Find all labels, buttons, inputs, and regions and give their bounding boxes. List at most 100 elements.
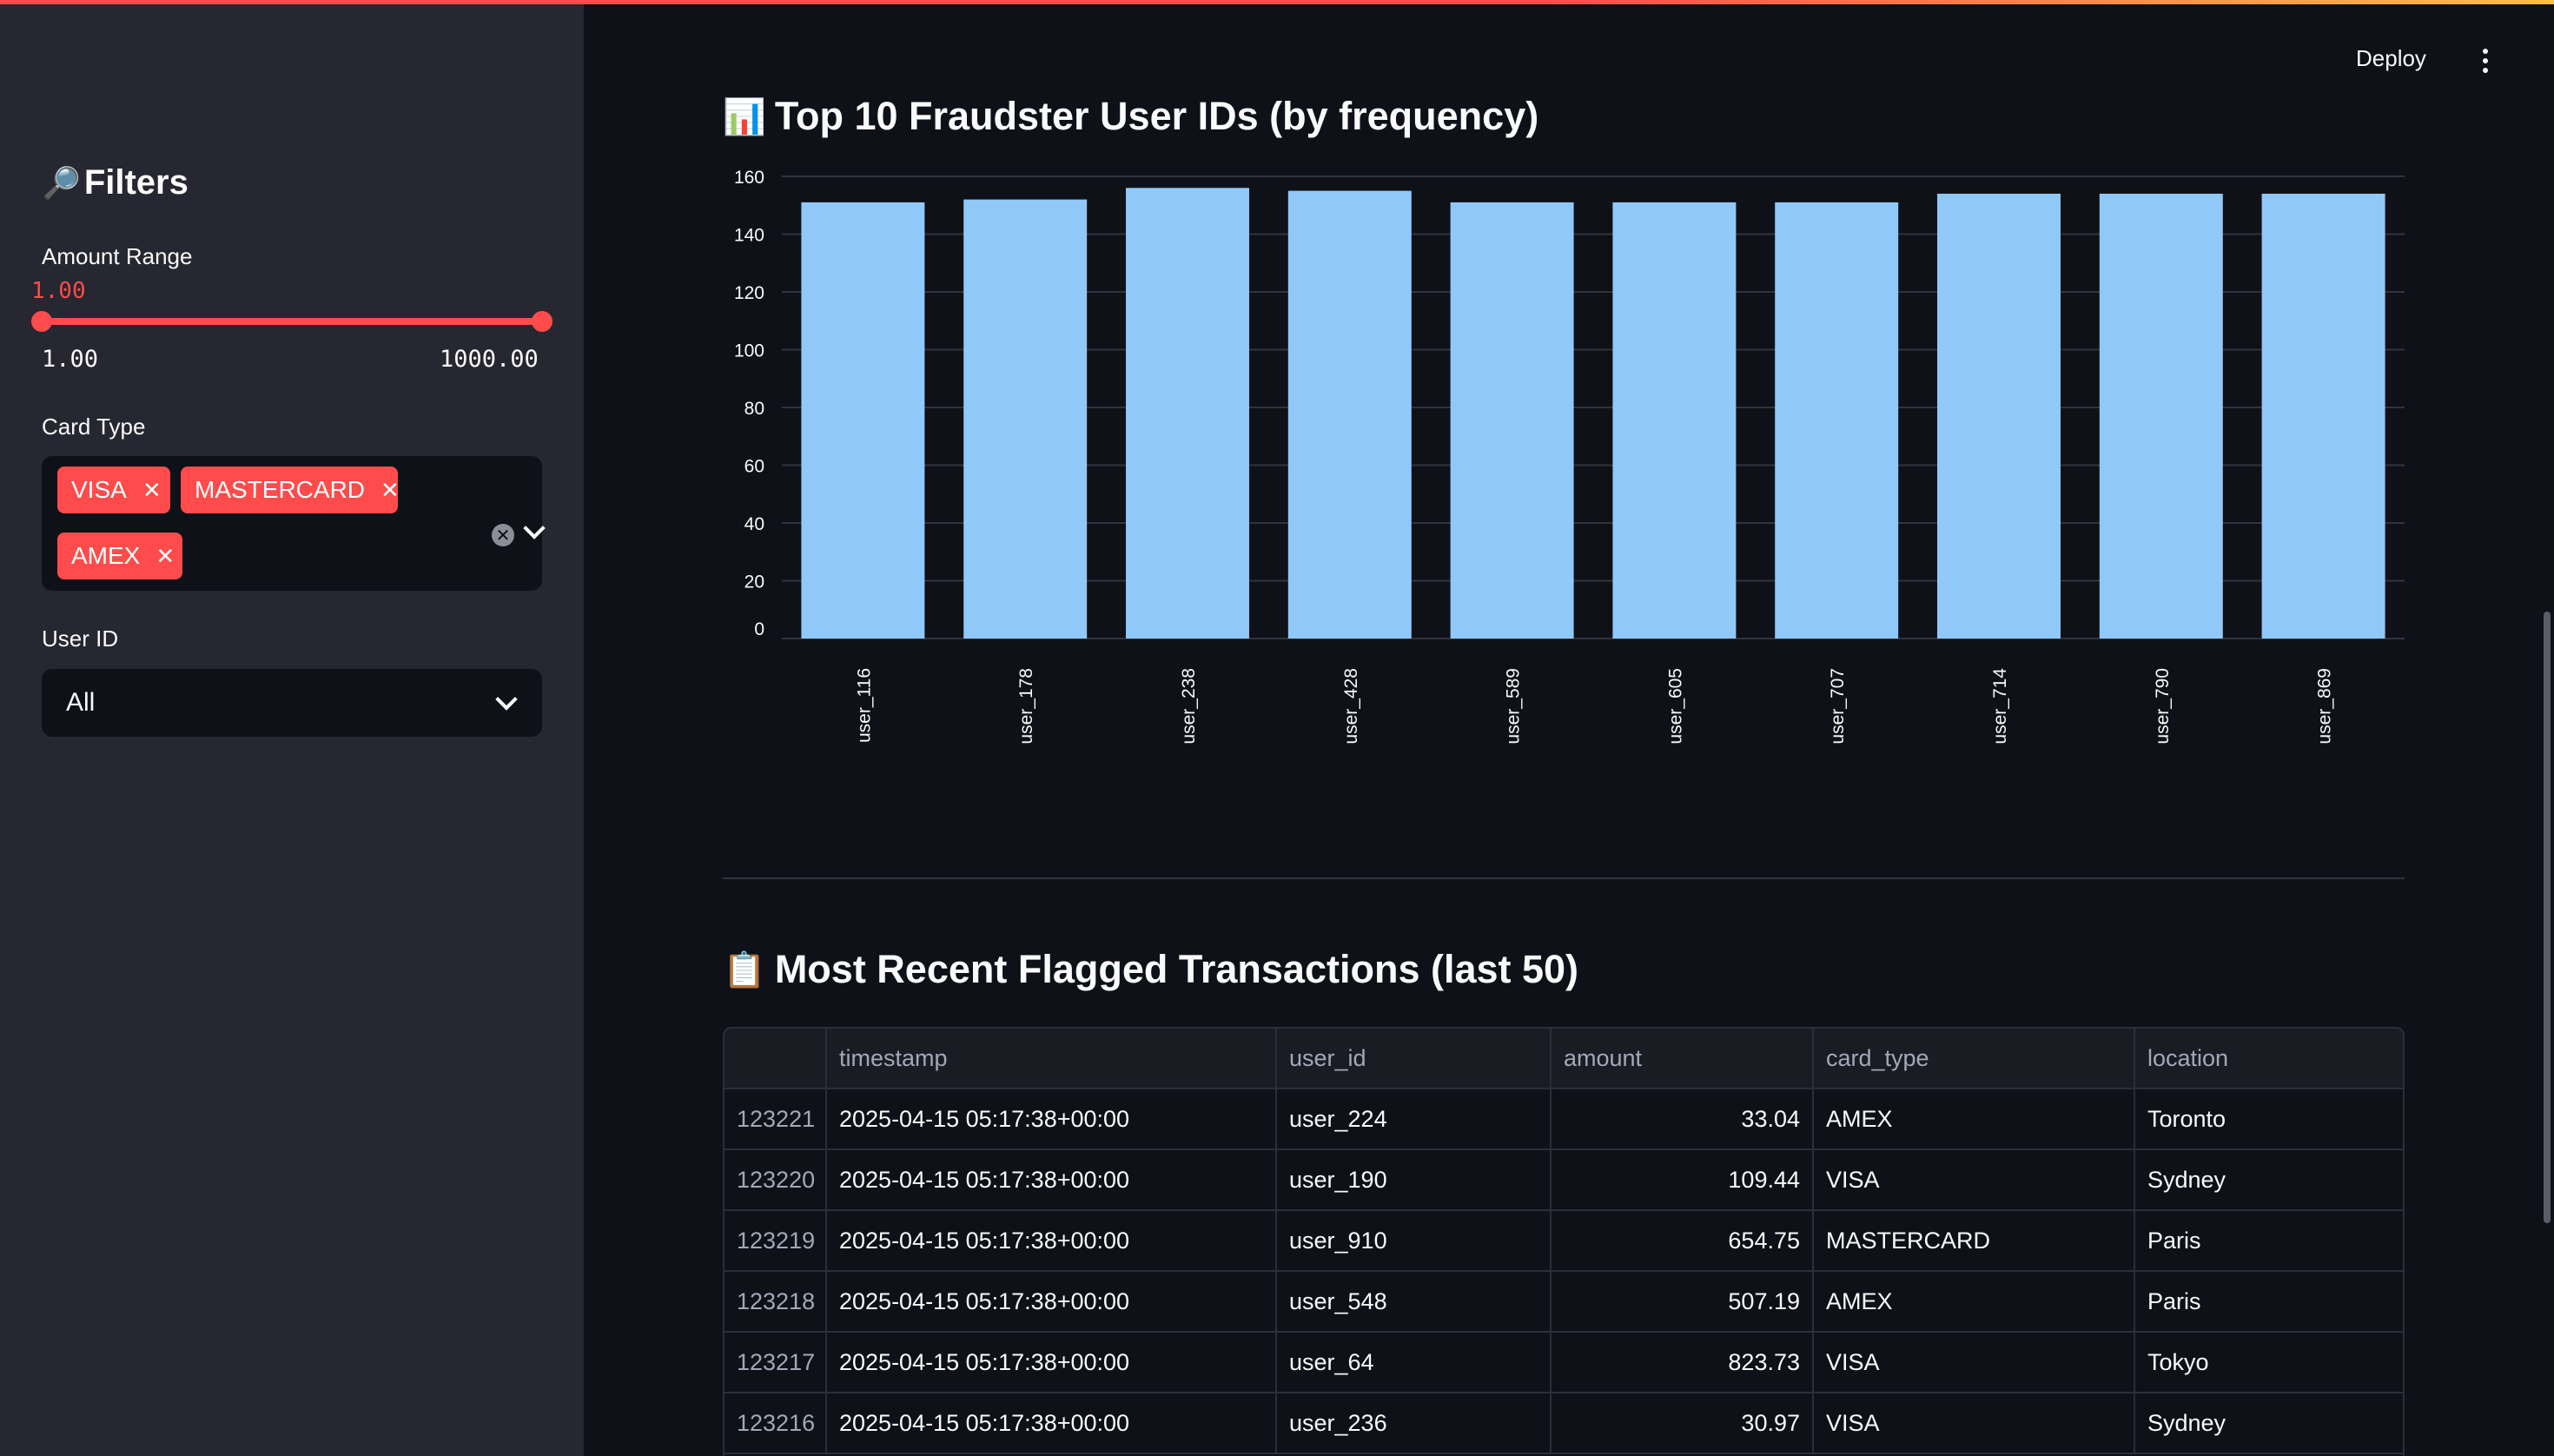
remove-tag-icon[interactable]: ✕: [142, 476, 162, 503]
slider-min-label: 1.00: [42, 346, 99, 373]
deploy-button[interactable]: Deploy: [2356, 45, 2426, 71]
row-index: 123221: [725, 1089, 827, 1150]
tag-mastercard[interactable]: MASTERCARD ✕: [181, 467, 400, 513]
x-tick-label: user_116: [854, 668, 874, 743]
amount-cell[interactable]: 654.75: [1552, 1211, 1814, 1272]
y-tick-label: 160: [734, 168, 764, 188]
remove-tag-icon[interactable]: ✕: [155, 542, 175, 569]
user-id-select[interactable]: All: [42, 669, 542, 737]
chart: 0 20 40 60 80 100 120 140 160 user_116 user_178 use…: [712, 161, 2450, 769]
amount-cell[interactable]: 33.04: [1552, 1089, 1814, 1150]
y-tick-label: 0: [754, 619, 764, 639]
timestamp-cell[interactable]: 2025-04-15 05:17:38+00:00: [827, 1333, 1277, 1393]
table-row[interactable]: 123216 2025-04-15 05:17:38+00:00 user_23…: [725, 1393, 2403, 1454]
card-type-label: Card Type: [42, 414, 146, 440]
user-id-cell[interactable]: user_224: [1277, 1089, 1552, 1150]
x-tick-label: user_238: [1179, 668, 1199, 745]
table-header-row: timestamp user_id amount card_type locat…: [725, 1029, 2403, 1089]
column-header[interactable]: amount: [1552, 1029, 1814, 1089]
table-row[interactable]: 123218 2025-04-15 05:17:38+00:00 user_54…: [725, 1272, 2403, 1333]
tag-label: MASTERCARD: [195, 476, 366, 503]
row-index: 123219: [725, 1211, 827, 1272]
location-cell[interactable]: Paris: [2147, 1228, 2201, 1254]
y-tick-label: 20: [744, 572, 764, 592]
sidebar-title: 🔎 Filters: [42, 163, 189, 202]
slider-max-label: 1000.00: [440, 346, 539, 373]
y-tick-label: 140: [734, 226, 764, 246]
slider-max-handle[interactable]: [532, 311, 552, 332]
amount-cell[interactable]: 30.97: [1552, 1393, 1814, 1454]
table-row[interactable]: 123221 2025-04-15 05:17:38+00:00 user_22…: [725, 1089, 2403, 1150]
location-cell[interactable]: Paris: [2147, 1288, 2201, 1314]
clear-all-icon[interactable]: ✕: [492, 524, 514, 546]
column-header[interactable]: timestamp: [827, 1029, 1277, 1089]
table-row[interactable]: 123220 2025-04-15 05:17:38+00:00 user_19…: [725, 1150, 2403, 1211]
chevron-down-icon[interactable]: [523, 517, 546, 539]
timestamp-cell[interactable]: 2025-04-15 05:17:38+00:00: [827, 1150, 1277, 1211]
table-row[interactable]: 123219 2025-04-15 05:17:38+00:00 user_91…: [725, 1211, 2403, 1272]
user-id-cell[interactable]: user_236: [1277, 1393, 1552, 1454]
top-accent-bar: [0, 0, 2554, 4]
timestamp-cell[interactable]: 2025-04-15 05:17:38+00:00: [827, 1089, 1277, 1150]
card-type-cell[interactable]: AMEX: [1814, 1089, 2135, 1150]
user-id-cell[interactable]: user_548: [1277, 1272, 1552, 1333]
column-header[interactable]: location: [2147, 1045, 2229, 1071]
column-header[interactable]: user_id: [1277, 1029, 1552, 1089]
user-id-cell[interactable]: user_910: [1277, 1211, 1552, 1272]
user-id-label: User ID: [42, 625, 119, 652]
location-cell[interactable]: Sydney: [2147, 1410, 2226, 1436]
timestamp-cell[interactable]: 2025-04-15 05:17:38+00:00: [827, 1211, 1277, 1272]
bar: [801, 202, 925, 639]
main-menu-icon[interactable]: [2483, 49, 2488, 77]
bar: [963, 199, 1088, 639]
remove-tag-icon[interactable]: ✕: [380, 476, 400, 503]
bar-chart-icon: 📊: [723, 97, 766, 136]
card-type-cell[interactable]: AMEX: [1814, 1272, 2135, 1333]
column-header[interactable]: card_type: [1814, 1029, 2135, 1089]
row-index: 123217: [725, 1333, 827, 1393]
chevron-down-icon[interactable]: [495, 688, 518, 711]
tag-label: AMEX: [71, 542, 141, 569]
chart-heading: 📊 Top 10 Fraudster User IDs (by frequenc…: [723, 94, 1538, 139]
location-cell[interactable]: Toronto: [2147, 1106, 2226, 1132]
timestamp-cell[interactable]: 2025-04-15 05:17:38+00:00: [827, 1272, 1277, 1333]
card-type-cell[interactable]: MASTERCARD: [1814, 1211, 2135, 1272]
column-header[interactable]: [725, 1029, 827, 1089]
bar: [1775, 202, 1899, 639]
page-scrollbar[interactable]: [2544, 612, 2551, 1223]
transactions-table[interactable]: timestamp user_id amount card_type locat…: [723, 1027, 2405, 1456]
amount-cell[interactable]: 823.73: [1552, 1333, 1814, 1393]
card-type-cell[interactable]: VISA: [1814, 1150, 2135, 1211]
row-index: 123220: [725, 1150, 827, 1211]
bar: [1612, 202, 1737, 639]
amount-range-slider[interactable]: [42, 318, 542, 325]
slider-min-handle[interactable]: [31, 311, 52, 332]
tag-amex[interactable]: AMEX ✕: [57, 533, 182, 579]
card-type-cell[interactable]: VISA: [1814, 1393, 2135, 1454]
amount-cell[interactable]: 507.19: [1552, 1272, 1814, 1333]
user-id-cell[interactable]: user_190: [1277, 1150, 1552, 1211]
location-cell[interactable]: Sydney: [2147, 1167, 2226, 1193]
card-type-multiselect[interactable]: VISA ✕ MASTERCARD ✕ AMEX ✕ ✕: [42, 456, 546, 591]
tag-label: VISA: [71, 476, 127, 503]
tag-visa[interactable]: VISA ✕: [57, 467, 170, 513]
y-tick-label: 120: [734, 283, 764, 303]
timestamp-cell[interactable]: 2025-04-15 05:17:38+00:00: [827, 1393, 1277, 1454]
user-id-cell[interactable]: user_64: [1277, 1333, 1552, 1393]
user-id-selected-value: All: [66, 688, 96, 717]
clipboard-icon: 📋: [723, 950, 766, 989]
slider-selected-min: 1.00: [31, 278, 86, 304]
y-tick-label: 80: [744, 399, 764, 419]
amount-cell[interactable]: 109.44: [1552, 1150, 1814, 1211]
y-tick-label: 100: [734, 341, 764, 361]
sidebar: 🔎 Filters Amount Range 1.00 1000.00 1.00…: [0, 0, 584, 1456]
x-tick-label: user_707: [1828, 668, 1848, 745]
location-cell[interactable]: Tokyo: [2147, 1349, 2209, 1375]
x-tick-label: user_605: [1665, 668, 1685, 745]
bar: [1287, 190, 1412, 639]
table-row[interactable]: 123217 2025-04-15 05:17:38+00:00 user_64…: [725, 1333, 2403, 1393]
amount-range-label: Amount Range: [42, 243, 193, 269]
table-heading-text: Most Recent Flagged Transactions (last 5…: [774, 947, 1579, 991]
card-type-cell[interactable]: VISA: [1814, 1333, 2135, 1393]
bar: [1126, 188, 1249, 639]
